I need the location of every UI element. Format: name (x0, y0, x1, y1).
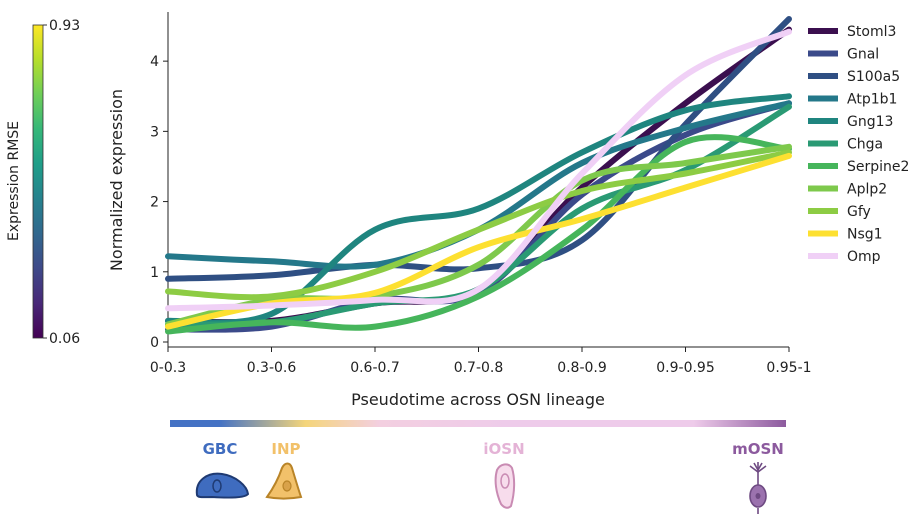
series-line-gfy (165, 149, 792, 301)
inp-cell-icon (265, 462, 303, 500)
series-line-aplp2 (165, 143, 792, 328)
colorbar: 0.93 0.06 Expression RMSE (6, 18, 80, 347)
stage-label-inp: INP (271, 440, 300, 458)
legend-label: S100a5 (847, 69, 900, 85)
series-line-serpine2 (165, 134, 792, 335)
legend-label: Stoml3 (847, 24, 896, 40)
colorbar-max-label: 0.93 (49, 18, 80, 34)
colorbar-min-label: 0.06 (49, 331, 80, 347)
gbc-cell-icon (195, 472, 250, 499)
y-tick-label: 0 (150, 335, 159, 351)
stage-label-iosn: iOSN (483, 440, 524, 458)
colorbar-gradient (32, 24, 44, 339)
y-ticks: 0 1 2 3 4 (150, 54, 168, 351)
legend-label: Omp (847, 249, 881, 265)
legend-label: Nsg1 (847, 227, 883, 243)
series-lines (165, 16, 792, 335)
legend-label: Gfy (847, 204, 871, 220)
y-tick-label: 4 (150, 54, 159, 70)
series-line-gng13 (165, 93, 792, 326)
x-tick-label: 0.8-0.9 (557, 360, 607, 376)
x-tick-label: 0.9-0.95 (656, 360, 715, 376)
x-axis-title: Pseudotime across OSN lineage (351, 390, 605, 409)
x-ticks: 0-0.3 0.3-0.6 0.6-0.7 0.7-0.8 0.8-0.9 0.9-0.9… (150, 347, 812, 376)
legend-label: Serpine2 (847, 159, 909, 175)
legend-label: Atp1b1 (847, 92, 897, 108)
colorbar-title: Expression RMSE (6, 121, 22, 241)
iosn-cell-icon (494, 463, 516, 509)
stage-label-mosn: mOSN (732, 440, 784, 458)
lineage-gradient-bar (170, 420, 786, 427)
series-line-omp (165, 28, 792, 312)
series-line-s100a5 (165, 16, 792, 282)
lineage-stage-labels: GBC INP iOSN mOSN (203, 440, 784, 458)
legend-label: Chga (847, 137, 883, 153)
stage-label-gbc: GBC (203, 440, 238, 458)
legend: Stoml3 Gnal S100a5 Atp1b1 Gng13 Chga Serpine2 A… (808, 24, 909, 265)
x-tick-label: 0.6-0.7 (350, 360, 400, 376)
series-line-gnal (165, 100, 792, 333)
x-tick-label: 0.95-1 (766, 360, 811, 376)
legend-label: Gng13 (847, 114, 893, 130)
x-tick-label: 0.3-0.6 (247, 360, 297, 376)
x-tick-label: 0.7-0.8 (454, 360, 504, 376)
y-tick-label: 1 (150, 265, 159, 281)
y-tick-label: 3 (150, 124, 159, 140)
y-tick-label: 2 (150, 195, 159, 211)
legend-label: Gnal (847, 47, 879, 63)
mosn-cell-icon (749, 462, 767, 514)
x-tick-label: 0-0.3 (150, 360, 186, 376)
y-axis-title: Normalized expression (107, 89, 126, 271)
lineage-strip: GBC INP iOSN mOSN (170, 420, 786, 514)
legend-label: Aplp2 (847, 182, 887, 198)
